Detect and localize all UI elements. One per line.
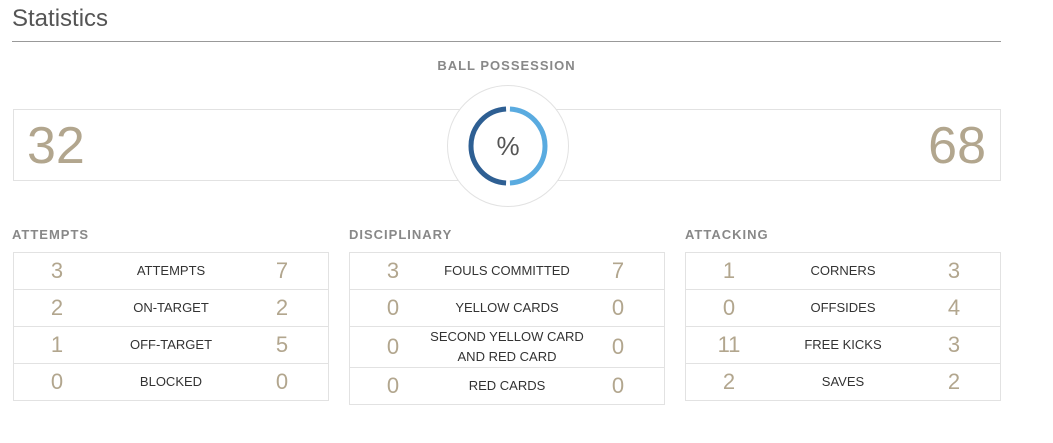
stat-home-value: 2	[50, 295, 64, 320]
stat-home-value: 0	[50, 369, 64, 394]
stat-row: 2 SAVES 2	[686, 363, 1000, 400]
possession-home-arc	[468, 106, 507, 186]
stat-home-value: 0	[386, 373, 400, 398]
section-title-attempts: ATTEMPTS	[12, 227, 90, 242]
stat-label: YELLOW CARDS	[455, 300, 559, 315]
possession-label: BALL POSSESSION	[437, 58, 576, 73]
stat-away-value: 3	[947, 258, 961, 283]
possession-donut: %	[447, 85, 569, 207]
section-title-attacking: ATTACKING	[685, 227, 769, 242]
stat-label: SAVES	[821, 374, 865, 389]
stat-row: 0 BLOCKED 0	[14, 363, 328, 400]
stat-away-value: 2	[947, 369, 961, 394]
stat-away-value: 0	[611, 373, 625, 398]
percent-symbol: %	[496, 131, 520, 161]
stat-home-value: 0	[386, 295, 400, 320]
stat-home-value: 3	[50, 258, 64, 283]
stat-label: ON-TARGET	[133, 300, 209, 315]
page-title: Statistics	[12, 5, 109, 32]
stat-label: RED CARDS	[468, 378, 546, 393]
stat-away-value: 0	[275, 369, 289, 394]
stats-table-attacking: 1 CORNERS 3 0 OFFSIDES 4 11 FREE KICKS 3…	[685, 252, 1001, 401]
possession-away-arc	[509, 106, 548, 186]
stat-label: CORNERS	[810, 263, 876, 278]
stat-away-value: 3	[947, 332, 961, 357]
stat-row: 3 FOULS COMMITTED 7	[350, 253, 664, 289]
stat-row: 0 RED CARDS 0	[350, 367, 664, 404]
stat-away-value: 7	[611, 258, 625, 283]
stat-row: 1 CORNERS 3	[686, 253, 1000, 289]
title-divider	[12, 41, 1001, 42]
stat-row: 1 OFF-TARGET 5	[14, 326, 328, 363]
possession-home-value: 32	[27, 117, 85, 175]
stat-away-value: 7	[275, 258, 289, 283]
stat-home-value: 3	[386, 258, 400, 283]
stat-row: 0 OFFSIDES 4	[686, 289, 1000, 326]
stat-label: FREE KICKS	[804, 337, 882, 352]
stat-label: BLOCKED	[139, 374, 203, 389]
stat-row: 0 YELLOW CARDS 0	[350, 289, 664, 326]
stat-row: 0 SECOND YELLOW CARD AND RED CARD 0	[350, 326, 664, 367]
stat-row: 11 FREE KICKS 3	[686, 326, 1000, 363]
stat-away-value: 0	[611, 295, 625, 320]
stat-row: 3 ATTEMPTS 7	[14, 253, 328, 289]
possession-away-value: 68	[928, 117, 986, 175]
stat-label: FOULS COMMITTED	[444, 263, 570, 278]
stat-label: ATTEMPTS	[136, 263, 206, 278]
section-title-disciplinary: DISCIPLINARY	[349, 227, 453, 242]
stat-home-value: 0	[722, 295, 736, 320]
stat-label: OFF-TARGET	[129, 337, 213, 352]
stat-away-value: 4	[947, 295, 961, 320]
stat-row: 2 ON-TARGET 2	[14, 289, 328, 326]
stat-home-value: 2	[722, 369, 736, 394]
stat-away-value: 0	[611, 334, 625, 359]
stat-away-value: 5	[275, 332, 289, 357]
stat-home-value: 11	[717, 332, 741, 357]
stat-away-value: 2	[275, 295, 289, 320]
stat-label: SECOND YELLOW CARD AND RED CARD	[430, 329, 584, 364]
stats-table-disciplinary: 3 FOULS COMMITTED 7 0 YELLOW CARDS 0 0 S…	[349, 252, 665, 405]
stat-home-value: 0	[386, 334, 400, 359]
stat-home-value: 1	[722, 258, 736, 283]
possession-donut-chart	[468, 106, 548, 186]
stat-label: OFFSIDES	[810, 300, 876, 315]
stat-home-value: 1	[50, 332, 64, 357]
stats-table-attempts: 3 ATTEMPTS 7 2 ON-TARGET 2 1 OFF-TARGET …	[13, 252, 329, 401]
